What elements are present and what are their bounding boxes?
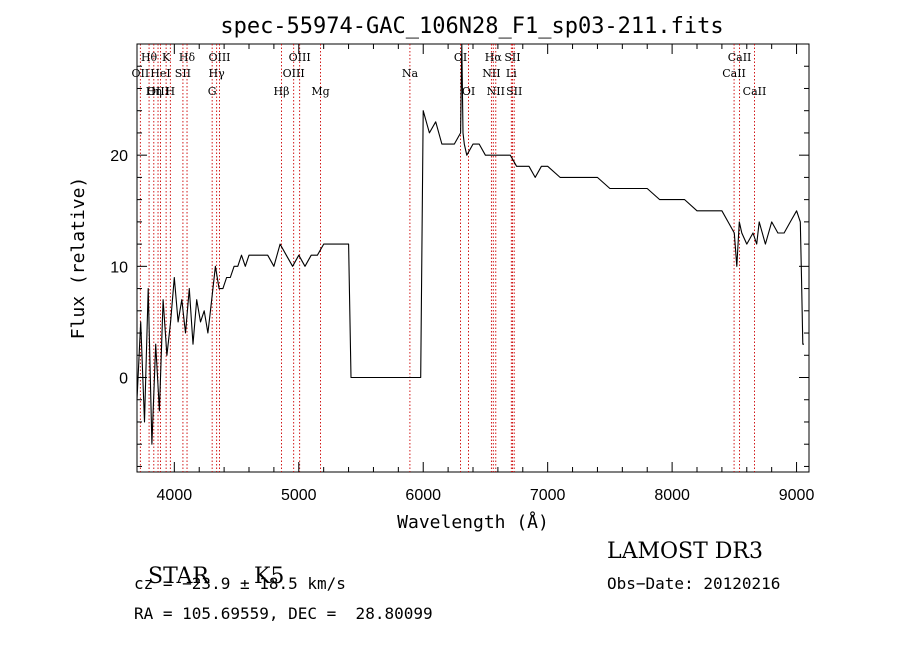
redshift-label: cz = −23.9 ± 18.5 km/s <box>134 574 346 593</box>
spectral-line-label: G <box>208 85 217 98</box>
spectrum-line <box>136 43 804 445</box>
spectral-line-markers <box>139 44 755 472</box>
spectral-line-label: SII <box>504 51 520 64</box>
spectral-line-label: OI <box>454 51 467 64</box>
spectral-line-label: NII <box>487 85 505 98</box>
spectral-line-label: Hβ <box>274 85 290 98</box>
chart-title: spec-55974-GAC_106N28_F1_sp03-211.fits <box>220 14 723 39</box>
x-tick-label: 5000 <box>281 487 317 504</box>
y-axis-label: Flux (relative) <box>68 177 89 340</box>
spectral-line-label: Hγ <box>209 67 226 80</box>
spectral-line-label: SII <box>175 67 191 80</box>
y-tick-label: 20 <box>110 148 128 165</box>
spectral-line-label: OIII <box>208 51 230 64</box>
x-tick-label: 4000 <box>157 487 193 504</box>
spectral-line-label: Na <box>402 67 419 80</box>
spectral-line-label: OI <box>462 85 475 98</box>
y-axis: 0 10 20 <box>110 43 809 467</box>
spectral-line-label: Mg <box>311 85 329 98</box>
obs-date-label: Obs−Date: 20120216 <box>607 574 781 593</box>
spectral-line-label: OIII <box>283 67 305 80</box>
x-tick-label: 6000 <box>405 487 441 504</box>
x-tick-label: 9000 <box>779 487 815 504</box>
subclass-label: K5 <box>254 564 285 589</box>
spectral-line-label: Hθ <box>141 51 158 64</box>
spectral-line-label: CaII <box>728 51 752 64</box>
x-tick-label: 8000 <box>654 487 690 504</box>
spectral-line-label: OIII <box>289 51 311 64</box>
spectral-line-label: K <box>162 51 171 64</box>
x-tick-label: 7000 <box>530 487 566 504</box>
spectral-line-label: CaII <box>743 85 767 98</box>
y-tick-label: 10 <box>110 259 128 276</box>
coordinates-label: RA = 105.69559, DEC = 28.80099 <box>134 604 433 623</box>
spectral-line-label: Hα <box>485 51 503 64</box>
y-tick-label: 0 <box>119 371 128 388</box>
spectral-line-label: Hδ <box>179 51 196 64</box>
class-label: STAR <box>148 564 209 589</box>
spectral-line-label: HeI <box>150 67 170 80</box>
spectral-line-label: OIII <box>147 85 169 98</box>
spectral-line-label: OII <box>132 67 150 80</box>
spectrum-series <box>136 43 804 445</box>
x-axis-label: Wavelength (Å) <box>397 511 549 533</box>
object-subclass: K5 <box>240 539 284 589</box>
spectral-line-label: SII <box>506 85 522 98</box>
spectral-line-label: Li <box>506 67 517 80</box>
spectral-line-label: Hη <box>146 85 162 98</box>
x-axis: 4000 5000 6000 7000 8000 9000 <box>157 44 815 504</box>
object-class: STAR <box>134 539 209 589</box>
spectral-line-label: NII <box>482 67 500 80</box>
plot-frame <box>136 43 810 473</box>
survey-label: LAMOST DR3 <box>607 539 763 564</box>
spectral-line-label: H <box>166 85 176 98</box>
spectral-line-label: CaII <box>722 67 746 80</box>
